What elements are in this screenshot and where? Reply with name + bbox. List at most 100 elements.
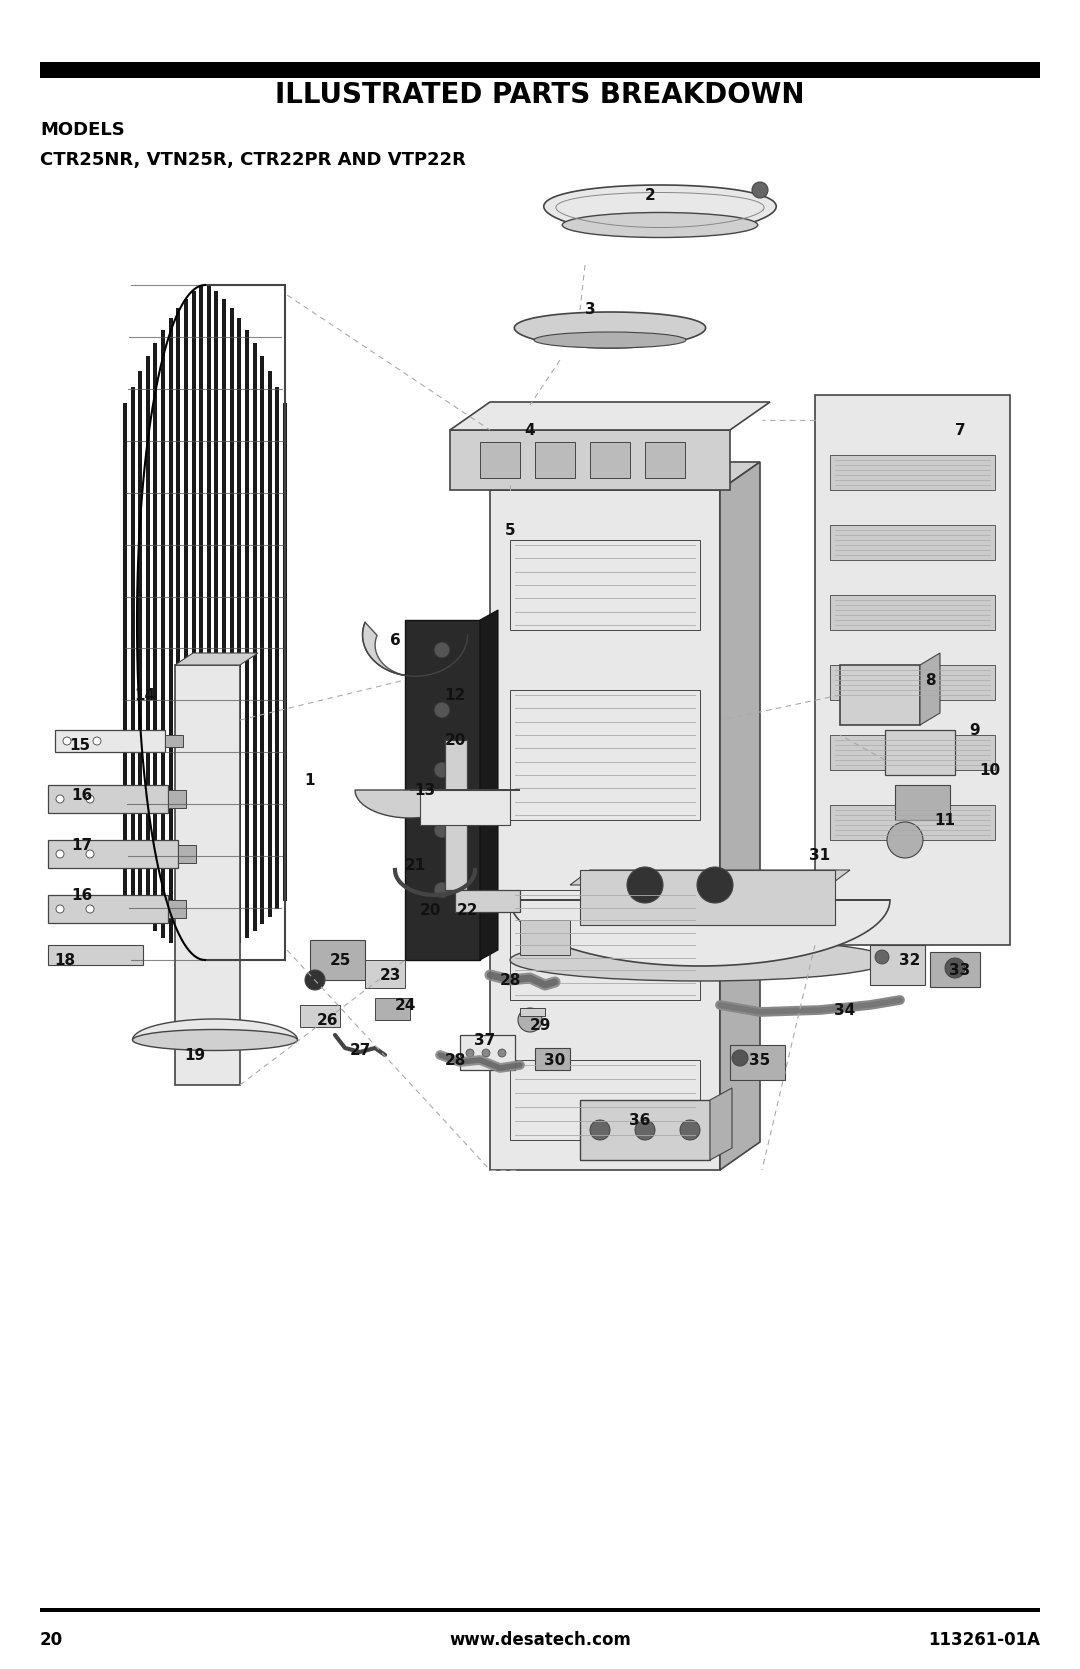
Bar — [510, 890, 700, 1000]
Text: 22: 22 — [457, 903, 478, 918]
Bar — [375, 998, 410, 1020]
Bar — [519, 1008, 545, 1016]
Text: 19: 19 — [185, 1048, 205, 1063]
Bar — [40, 1607, 1040, 1612]
Polygon shape — [450, 402, 770, 431]
Bar — [519, 920, 570, 955]
Bar — [146, 355, 150, 925]
Text: 4: 4 — [525, 422, 536, 437]
Polygon shape — [570, 870, 850, 885]
Polygon shape — [514, 312, 705, 349]
Polygon shape — [490, 462, 760, 491]
Text: www.desatech.com: www.desatech.com — [449, 1631, 631, 1649]
Bar — [199, 285, 203, 960]
Bar — [580, 870, 835, 925]
Text: 10: 10 — [980, 763, 1000, 778]
Bar — [445, 739, 467, 890]
Circle shape — [56, 794, 64, 803]
Bar — [590, 442, 630, 477]
Bar — [253, 342, 257, 931]
Bar — [48, 895, 168, 923]
Text: ILLUSTRATED PARTS BREAKDOWN: ILLUSTRATED PARTS BREAKDOWN — [275, 82, 805, 108]
Text: 16: 16 — [71, 888, 93, 903]
Bar — [730, 1045, 785, 1080]
Text: 23: 23 — [379, 968, 401, 983]
Polygon shape — [543, 185, 777, 235]
Bar — [168, 319, 173, 943]
Text: MODELS: MODELS — [40, 120, 125, 139]
Polygon shape — [720, 462, 760, 1170]
Circle shape — [498, 1050, 507, 1056]
Bar — [815, 396, 1010, 945]
Circle shape — [434, 823, 450, 838]
Bar — [55, 729, 165, 753]
Bar — [895, 784, 950, 819]
Bar — [175, 664, 240, 1085]
Bar — [260, 355, 265, 925]
Circle shape — [56, 850, 64, 858]
Text: 27: 27 — [349, 1043, 370, 1058]
Text: 31: 31 — [809, 848, 831, 863]
Bar — [40, 62, 1040, 78]
Circle shape — [627, 866, 663, 903]
Bar — [238, 319, 241, 943]
Text: 18: 18 — [54, 953, 76, 968]
Bar — [48, 840, 178, 868]
Bar — [268, 371, 272, 916]
Bar — [535, 1048, 570, 1070]
Text: 21: 21 — [404, 858, 426, 873]
Text: 8: 8 — [924, 673, 935, 688]
Bar — [153, 342, 158, 931]
Bar — [405, 619, 480, 960]
Text: 35: 35 — [750, 1053, 771, 1068]
Polygon shape — [355, 789, 519, 818]
Ellipse shape — [133, 1030, 297, 1050]
Bar — [131, 387, 135, 910]
Bar — [510, 541, 700, 629]
Bar — [168, 900, 186, 918]
Circle shape — [945, 958, 966, 978]
Text: 37: 37 — [474, 1033, 496, 1048]
Circle shape — [635, 1120, 654, 1140]
Bar — [222, 299, 226, 953]
Bar — [365, 960, 405, 988]
Polygon shape — [175, 653, 258, 664]
Bar — [831, 734, 995, 769]
Bar — [191, 292, 195, 956]
Text: 33: 33 — [949, 963, 971, 978]
Bar — [138, 371, 143, 916]
Polygon shape — [920, 653, 940, 724]
Bar — [831, 456, 995, 491]
Bar — [831, 526, 995, 561]
Circle shape — [590, 1120, 610, 1140]
Text: 14: 14 — [134, 688, 156, 703]
Text: 17: 17 — [71, 838, 93, 853]
Bar — [490, 491, 720, 1170]
Bar — [450, 431, 730, 491]
Ellipse shape — [510, 940, 890, 981]
Bar — [283, 404, 287, 901]
Bar — [420, 789, 510, 824]
Bar — [831, 804, 995, 840]
Circle shape — [56, 905, 64, 913]
Text: 12: 12 — [444, 688, 465, 703]
Polygon shape — [480, 609, 498, 960]
Circle shape — [875, 950, 889, 965]
Bar — [178, 845, 195, 863]
Circle shape — [434, 703, 450, 718]
Bar — [300, 1005, 340, 1026]
Bar — [310, 940, 365, 980]
Circle shape — [93, 738, 102, 744]
Bar — [840, 664, 920, 724]
Text: 16: 16 — [71, 788, 93, 803]
Circle shape — [305, 970, 325, 990]
Text: 1: 1 — [305, 773, 315, 788]
Polygon shape — [363, 623, 468, 676]
Text: 13: 13 — [415, 783, 435, 798]
Circle shape — [680, 1120, 700, 1140]
Bar — [245, 330, 248, 938]
Circle shape — [434, 643, 450, 658]
Circle shape — [86, 850, 94, 858]
Text: 28: 28 — [444, 1053, 465, 1068]
Circle shape — [697, 866, 733, 903]
